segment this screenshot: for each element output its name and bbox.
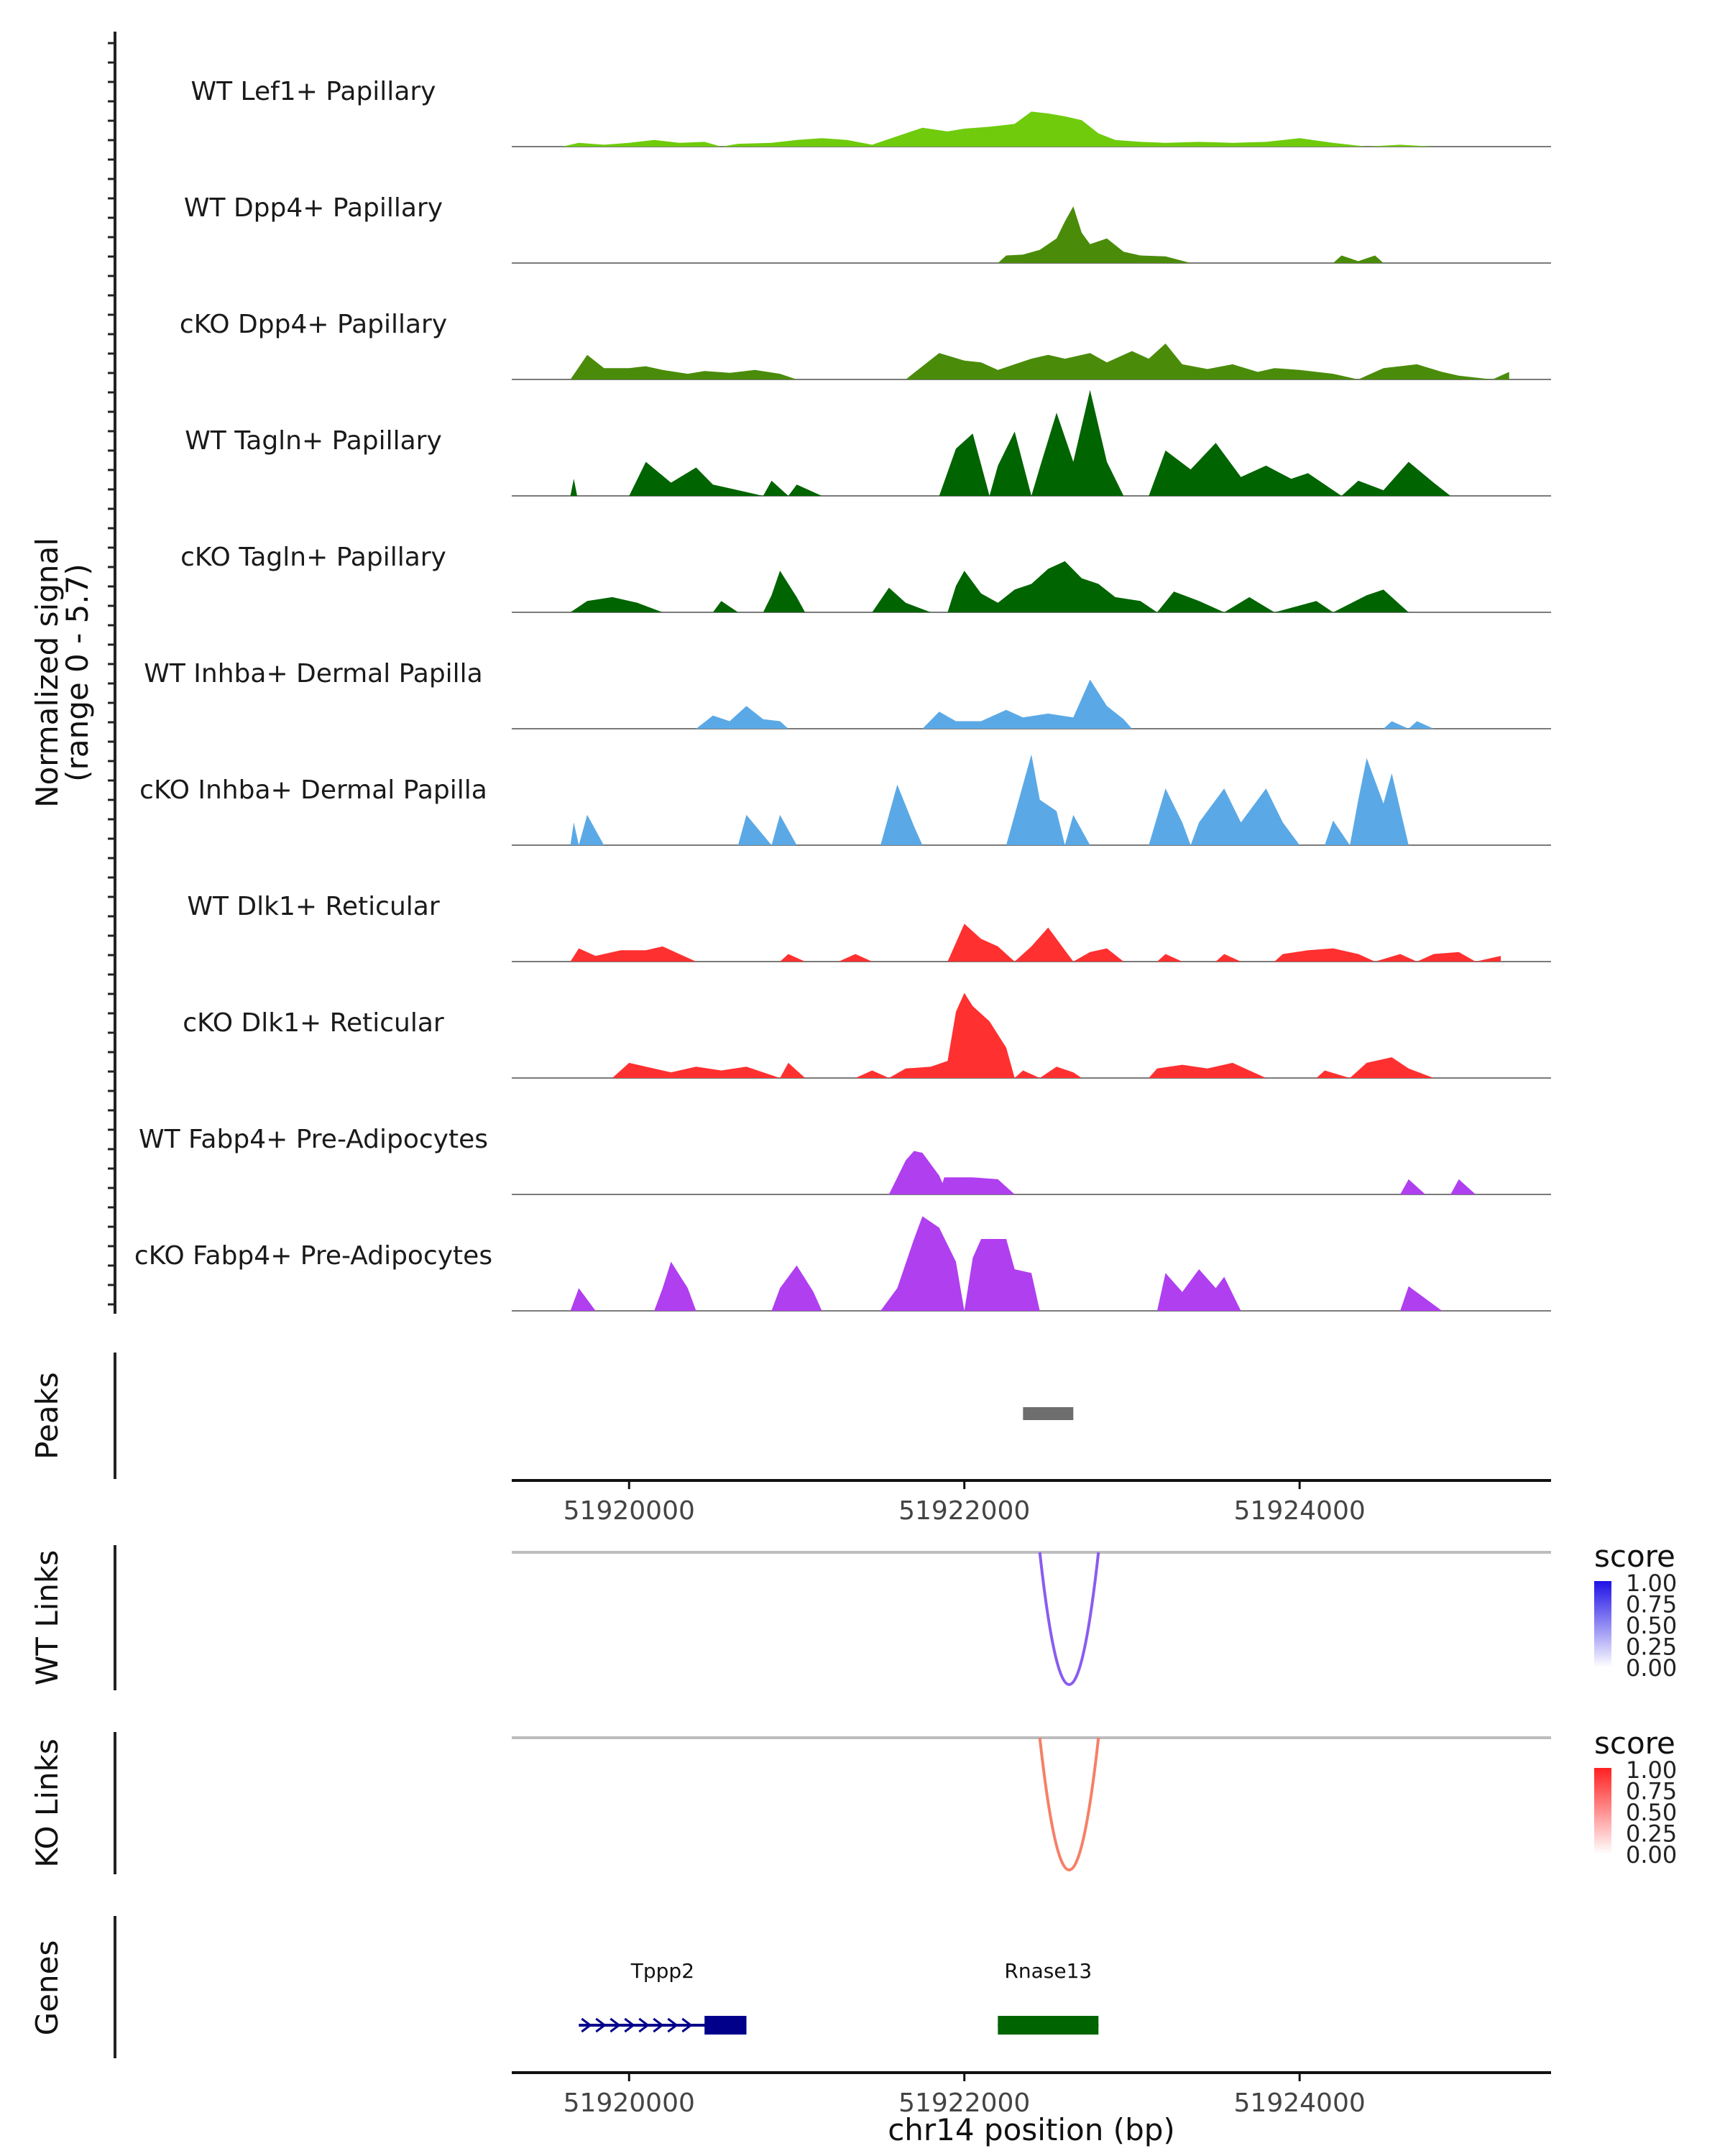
strand-arrow [681,2017,693,2033]
coverage-area [570,754,1409,845]
coverage-area [888,1151,1476,1194]
legend-tick-label: 0.75 [1626,1778,1677,1805]
track-label: WT Dlk1+ Reticular [187,892,439,921]
peak-region [1023,1407,1074,1420]
signal-y-axis-label-line2: (range 0 - 5.7) [60,563,95,782]
track-1: WT Lef1+ Papillary [191,77,1551,147]
coverage-area [998,206,1384,263]
track-label: cKO Tagln+ Papillary [180,543,446,572]
track-label: cKO Fabp4+ Pre-Adipocytes [134,1241,492,1271]
legend-colorbar [1594,1768,1611,1854]
gene-label: Tppp2 [630,1959,694,1983]
bottom-x-tick-label: 51924000 [1234,2088,1366,2118]
coverage-area [570,390,1451,496]
peaks-panel: Peaks [29,1353,1074,1479]
track-label: WT Tagln+ Papillary [185,426,442,456]
coverage-area [570,561,1409,612]
gene-tppp2: Tppp2 [579,1959,747,2035]
track-2: WT Dpp4+ Papillary [184,193,1551,264]
coverage-area [570,923,1501,962]
top-x-tick-label: 51922000 [898,1496,1030,1526]
ko-links-panel: KO Links [29,1732,1551,1874]
track-label: WT Lef1+ Papillary [191,77,436,106]
legend-tick-label: 0.25 [1626,1634,1677,1661]
gene-exon [704,2016,747,2035]
coverage-area [696,679,1434,729]
signal-y-axis-label: Normalized signal (range 0 - 5.7) [29,538,95,808]
track-7: cKO Inhba+ Dermal Papilla [139,754,1551,846]
legend-title: score [1594,1539,1675,1574]
legend-tick-label: 0.75 [1626,1591,1677,1618]
strand-arrow [595,2017,607,2033]
signal-y-axis-label-line1: Normalized signal [29,538,65,808]
strand-arrow [638,2017,650,2033]
coverage-area [570,344,1509,379]
track-3: cKO Dpp4+ Papillary [180,310,1551,380]
coverage-area [562,111,1434,147]
genes-panel: Genes Tppp2 Rnase13 [29,1916,1099,2058]
legend-title: score [1594,1726,1675,1761]
ko-links-label: KO Links [29,1738,65,1868]
track-label: cKO Dlk1+ Reticular [183,1008,444,1038]
link-arc [1038,1737,1100,1871]
track-label: cKO Dpp4+ Papillary [180,310,447,339]
track-10: WT Fabp4+ Pre-Adipocytes [139,1125,1551,1195]
legend-tick-label: 0.50 [1626,1799,1677,1826]
top-x-tick-label: 51924000 [1234,1496,1366,1526]
strand-arrow [653,2017,664,2033]
strand-arrow [581,2017,592,2033]
track-9: cKO Dlk1+ Reticular [183,992,1551,1079]
top-x-tick-label: 51920000 [564,1496,695,1526]
coverage-area [570,1216,1443,1311]
gene-rnase13: Rnase13 [998,1959,1099,2035]
gene-exon [998,2016,1099,2035]
score-legends: score1.000.750.500.250.00score1.000.750.… [1594,1539,1677,1869]
coverage-area [612,992,1434,1078]
track-label: WT Fabp4+ Pre-Adipocytes [139,1125,488,1154]
track-6: WT Inhba+ Dermal Papilla [144,659,1551,729]
legend-tick-label: 1.00 [1626,1756,1677,1784]
track-8: WT Dlk1+ Reticular [187,892,1551,962]
track-label: WT Inhba+ Dermal Papilla [144,659,482,688]
bottom-x-tick-label: 51920000 [564,2088,695,2118]
track-4: WT Tagln+ Papillary [185,390,1551,497]
bottom-x-tick-label: 51922000 [898,2088,1030,2118]
track-5: cKO Tagln+ Papillary [180,543,1551,613]
gene-label: Rnase13 [1004,1959,1092,1983]
legend-tick-label: 0.00 [1626,1654,1677,1682]
genes-x-axis: 51920000 51922000 51924000 [512,2071,1551,2118]
signal-axis [108,32,116,1314]
strand-arrow [610,2017,621,2033]
genes-label: Genes [29,1940,65,2036]
strand-arrow [624,2017,635,2033]
legend-colorbar [1594,1581,1611,1667]
track-label: WT Dpp4+ Papillary [184,193,443,223]
peaks-x-axis: 51920000 51922000 51924000 [512,1479,1551,1526]
legend-tick-label: 0.25 [1626,1820,1677,1848]
signal-tracks: WT Lef1+ Papillary WT Dpp4+ Papillary cKO … [134,77,1551,1312]
peaks-label: Peaks [29,1372,65,1460]
legend-tick-label: 0.00 [1626,1841,1677,1869]
track-11: cKO Fabp4+ Pre-Adipocytes [134,1216,1551,1312]
link-arc [1038,1552,1100,1686]
wt-links-panel: WT Links [29,1545,1551,1690]
track-label: cKO Inhba+ Dermal Papilla [139,775,487,805]
x-axis-title: chr14 position (bp) [888,2112,1175,2147]
strand-arrow [667,2017,678,2033]
wt-links-label: WT Links [29,1550,65,1685]
legend-tick-label: 0.50 [1626,1612,1677,1639]
legend-tick-label: 1.00 [1626,1570,1677,1597]
